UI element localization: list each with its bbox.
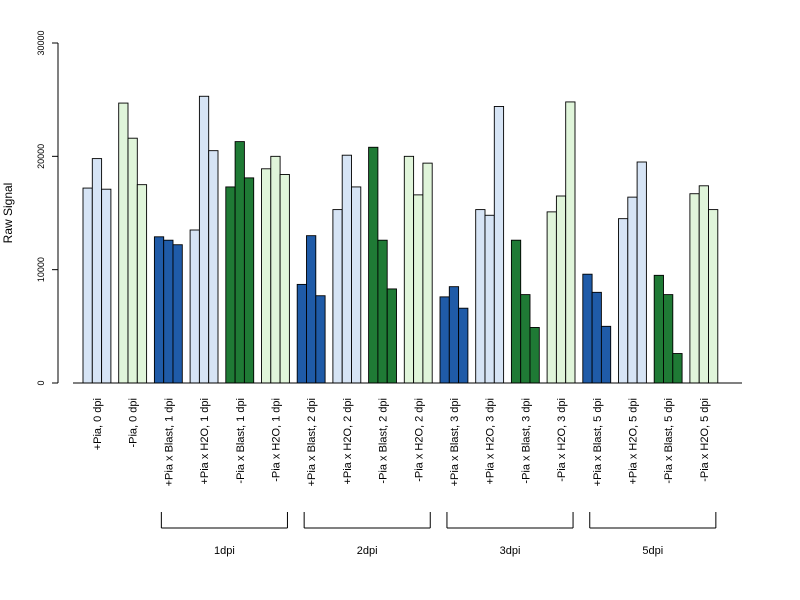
x-tick-label: +Pia x H2O, 2 dpi [342,398,354,485]
x-tick-label: +Pia x Blast, 1 dpi [163,398,175,486]
bar [708,209,719,384]
bar [618,218,629,384]
bar [118,102,129,384]
bar [270,155,281,384]
x-tick-label: +Pia x H2O, 1 dpi [199,398,211,485]
bar [386,288,397,384]
bar [403,155,415,384]
bar [565,101,576,384]
bars [82,95,719,384]
bar [555,195,567,384]
bar [448,286,460,384]
bar [153,236,165,384]
x-tick-label: +Pia x H2O, 3 dpi [485,398,497,485]
bracket-label: 3dpi [500,545,521,557]
bar [600,325,612,384]
bar [341,154,352,384]
bar [315,295,326,384]
y-tick-label: 20000 [36,144,46,169]
x-tick-label: -Pia x H2O, 5 dpi [699,398,711,482]
bar [458,307,469,384]
x-tick-label: -Pia x Blast, 1 dpi [235,398,247,484]
x-tick-label: -Pia x Blast, 5 dpi [663,398,675,484]
bar [484,214,495,384]
bar [368,146,379,384]
x-tick-label: +Pia, 0 dpi [92,398,104,450]
bar [279,174,290,384]
bar [546,211,557,384]
x-tick-label: -Pia x Blast, 2 dpi [378,398,390,484]
y-tick-label: 10000 [36,257,46,282]
bar [627,196,638,384]
bar [101,188,112,384]
x-tick-label: -Pia x H2O, 2 dpi [413,398,425,482]
y-axis: 0 10000 20000 30000 [36,30,59,386]
bar [413,194,424,384]
bar [198,95,210,384]
bar [689,193,700,384]
day-brackets: 1dpi 2dpi 3dpi 5dpi [160,512,717,557]
bracket-label: 2dpi [357,545,378,557]
x-tick-label: +Pia x Blast, 2 dpi [306,398,318,486]
bar [234,141,245,384]
bar [332,209,343,384]
bracket-label: 1dpi [214,545,235,557]
x-tick-labels: +Pia, 0 dpi -Pia, 0 dpi +Pia x Blast, 1 dp… [92,398,711,486]
bar [475,209,486,384]
bar [591,291,602,384]
bar [136,184,148,384]
x-tick-label: -Pia x H2O, 3 dpi [556,398,568,482]
bar [529,327,540,384]
bar [520,294,531,384]
bar [663,294,674,384]
bar [208,150,219,384]
bracket-label: 5dpi [642,545,663,557]
bar [296,283,307,384]
bar [510,239,522,384]
bar [653,274,664,384]
bar [377,239,388,384]
x-tick-label: +Pia x Blast, 3 dpi [449,398,461,486]
y-tick-label: 0 [36,380,46,385]
x-tick-label: +Pia x H2O, 5 dpi [627,398,639,485]
y-tick-label: 30000 [36,30,46,55]
x-tick-label: -Pia, 0 dpi [128,398,140,448]
bar [82,187,93,384]
bar [91,158,103,384]
y-axis-label: Raw Signal [1,183,15,244]
bar [439,296,450,384]
bar [636,161,647,384]
x-tick-label: +Pia x Blast, 5 dpi [592,398,604,486]
bar [163,239,174,384]
bar [243,177,255,384]
bar [493,106,505,384]
x-tick-label: -Pia x Blast, 3 dpi [520,398,532,484]
x-tick-label: -Pia x H2O, 1 dpi [270,398,282,482]
bar [306,235,317,384]
bar [672,353,683,384]
bar [172,244,183,384]
bar [127,137,138,384]
bar [422,162,433,384]
bar [189,229,200,384]
bar [698,185,709,384]
bar [261,168,272,384]
bar [582,273,593,384]
bar [351,186,362,384]
bar [225,186,236,384]
